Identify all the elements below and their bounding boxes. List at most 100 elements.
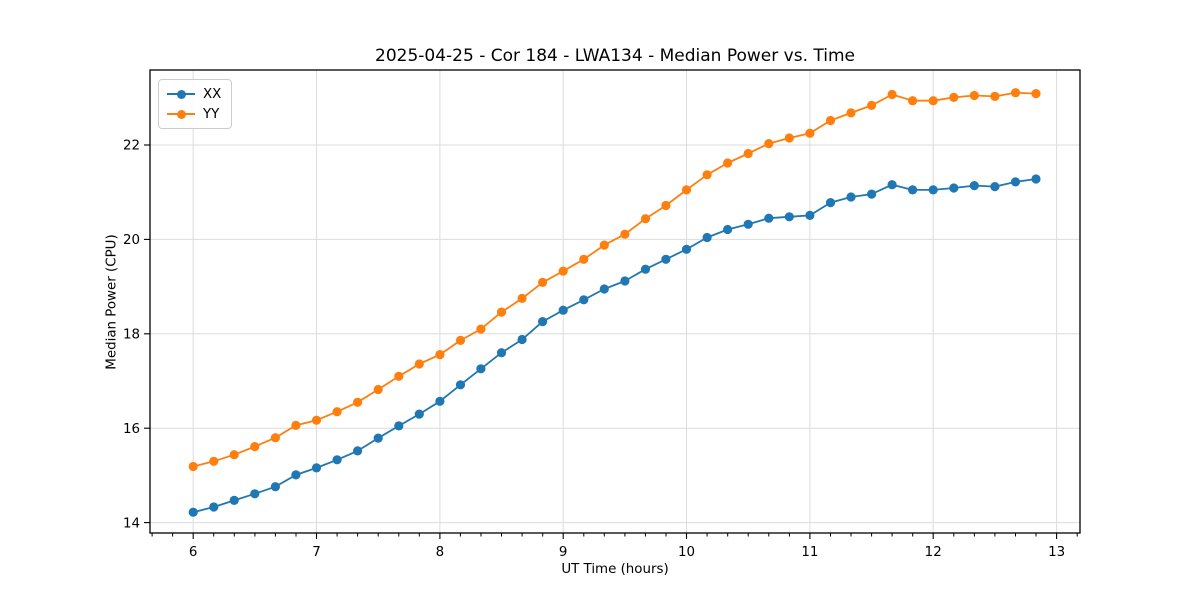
data-point-xx bbox=[640, 264, 651, 274]
x-tick-label: 9 bbox=[559, 545, 568, 560]
data-point-yy bbox=[990, 91, 1000, 101]
data-point-xx bbox=[990, 182, 1000, 192]
data-point-xx bbox=[702, 232, 712, 243]
data-point-xx bbox=[353, 446, 363, 456]
data-point-xx bbox=[928, 185, 938, 195]
data-point-xx bbox=[476, 364, 486, 374]
data-point-yy bbox=[887, 89, 897, 100]
data-point-yy bbox=[702, 170, 712, 180]
data-point-xx bbox=[805, 210, 815, 220]
data-point-xx bbox=[373, 433, 383, 443]
x-tick-label: 6 bbox=[189, 545, 198, 560]
plot-border bbox=[149, 69, 1081, 534]
data-point-xx bbox=[517, 334, 527, 345]
data-point-yy bbox=[538, 277, 548, 287]
data-point-yy bbox=[599, 240, 609, 250]
y-tick-label: 22 bbox=[123, 139, 140, 154]
data-point-yy bbox=[455, 335, 466, 345]
x-tick-label: 12 bbox=[925, 545, 942, 560]
data-point-xx bbox=[887, 180, 897, 190]
data-point-xx bbox=[1031, 174, 1041, 184]
data-point-yy bbox=[764, 139, 774, 149]
legend-entry-yy: YY bbox=[167, 104, 221, 124]
data-point-yy bbox=[558, 266, 568, 276]
x-axis-label: UT Time (hours) bbox=[561, 562, 669, 577]
x-tick-label: 13 bbox=[1048, 545, 1065, 560]
data-point-yy bbox=[661, 200, 671, 211]
data-point-yy bbox=[291, 420, 301, 430]
data-point-xx bbox=[496, 348, 507, 358]
data-point-xx bbox=[311, 463, 322, 473]
data-point-xx bbox=[723, 224, 733, 235]
data-point-xx bbox=[209, 502, 219, 512]
data-point-yy bbox=[681, 185, 692, 195]
data-point-yy bbox=[846, 108, 856, 118]
legend: XX YY bbox=[158, 79, 233, 129]
data-point-yy bbox=[969, 90, 979, 101]
data-point-yy bbox=[784, 133, 794, 143]
data-point-yy bbox=[928, 96, 938, 106]
y-tick-label: 18 bbox=[123, 328, 140, 343]
data-point-xx bbox=[846, 192, 856, 202]
data-point-yy bbox=[394, 371, 404, 381]
data-point-yy bbox=[496, 307, 507, 317]
data-point-yy bbox=[435, 350, 445, 360]
y-tick-label: 20 bbox=[123, 233, 140, 248]
data-point-xx bbox=[394, 421, 404, 431]
data-point-xx bbox=[784, 212, 794, 222]
data-point-yy bbox=[620, 229, 630, 239]
y-tick-label: 14 bbox=[123, 516, 140, 531]
data-point-xx bbox=[969, 181, 979, 191]
data-point-xx bbox=[825, 198, 836, 208]
data-point-xx bbox=[188, 507, 198, 517]
data-point-yy bbox=[743, 148, 753, 159]
data-point-yy bbox=[1031, 89, 1041, 99]
data-point-xx bbox=[291, 470, 301, 480]
legend-label-yy: YY bbox=[203, 106, 220, 122]
data-point-xx bbox=[579, 295, 589, 305]
data-point-yy bbox=[332, 407, 342, 417]
data-point-xx bbox=[743, 219, 753, 229]
data-point-yy bbox=[805, 128, 815, 138]
y-axis-label: Median Power (CPU) bbox=[104, 234, 120, 370]
data-point-yy bbox=[723, 158, 733, 168]
data-point-xx bbox=[250, 489, 260, 499]
data-point-xx bbox=[1010, 177, 1021, 187]
data-point-xx bbox=[538, 317, 548, 327]
x-tick-label: 11 bbox=[801, 545, 818, 560]
series-line-xx bbox=[192, 178, 1037, 514]
data-point-yy bbox=[579, 254, 589, 264]
data-point-yy bbox=[867, 100, 877, 110]
x-tick-label: 8 bbox=[436, 545, 445, 560]
data-point-yy bbox=[270, 433, 280, 443]
data-point-xx bbox=[908, 185, 918, 195]
x-tick-label: 7 bbox=[312, 545, 321, 560]
data-point-xx bbox=[867, 189, 877, 199]
legend-marker-xx-icon bbox=[167, 89, 195, 100]
legend-label-xx: XX bbox=[203, 86, 222, 102]
series-line-yy bbox=[192, 91, 1037, 468]
chart-title: 2025-04-25 - Cor 184 - LWA134 - Median P… bbox=[375, 46, 855, 66]
data-point-yy bbox=[414, 359, 424, 369]
data-point-yy bbox=[908, 96, 918, 106]
data-point-yy bbox=[949, 92, 959, 102]
data-point-xx bbox=[435, 396, 445, 406]
legend-marker-yy-icon bbox=[167, 109, 195, 120]
data-point-xx bbox=[949, 183, 959, 193]
data-point-xx bbox=[599, 284, 609, 294]
data-point-yy bbox=[250, 442, 260, 452]
data-point-xx bbox=[661, 254, 671, 264]
data-point-yy bbox=[640, 214, 651, 224]
data-point-xx bbox=[681, 244, 692, 254]
data-point-yy bbox=[353, 397, 363, 407]
data-point-xx bbox=[270, 482, 280, 492]
data-point-xx bbox=[558, 305, 568, 315]
data-point-xx bbox=[414, 409, 424, 419]
x-tick-label: 10 bbox=[678, 545, 695, 560]
data-point-yy bbox=[825, 115, 836, 126]
data-point-yy bbox=[188, 461, 198, 472]
data-point-yy bbox=[229, 450, 239, 460]
data-point-yy bbox=[209, 456, 219, 466]
